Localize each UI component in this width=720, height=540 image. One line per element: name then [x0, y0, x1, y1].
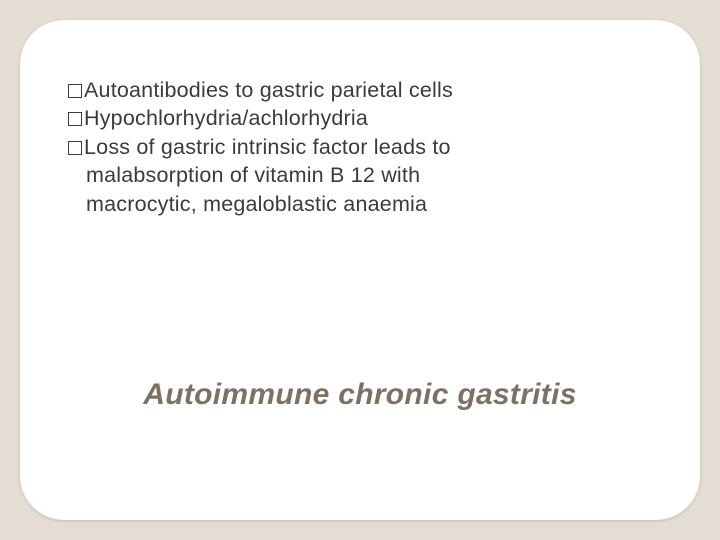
square-bullet-icon: [68, 112, 82, 126]
square-bullet-icon: [68, 141, 82, 155]
slide-title: Autoimmune chronic gastritis: [20, 378, 700, 412]
bullet-text: Loss of gastric intrinsic factor leads t…: [84, 135, 451, 159]
square-bullet-icon: [68, 84, 82, 98]
slide-card: Autoantibodies to gastric parietal cells…: [20, 20, 700, 520]
bullet-text: Hypochlorhydria/achlorhydria: [84, 106, 368, 130]
list-item: Loss of gastric intrinsic factor leads t…: [68, 133, 652, 161]
list-item: Hypochlorhydria/achlorhydria: [68, 104, 652, 132]
bullet-text: macrocytic, megaloblastic anaemia: [86, 192, 427, 216]
list-item-continuation: malabsorption of vitamin B 12 with: [68, 161, 652, 189]
list-item: Autoantibodies to gastric parietal cells: [68, 76, 652, 104]
bullet-prefix: Autoantibodies: [84, 78, 229, 102]
bullet-list: Autoantibodies to gastric parietal cells…: [68, 76, 652, 218]
bullet-text: to gastric parietal cells: [229, 78, 453, 102]
bullet-text: malabsorption of vitamin B 12 with: [86, 163, 420, 187]
list-item-continuation: macrocytic, megaloblastic anaemia: [68, 190, 652, 218]
